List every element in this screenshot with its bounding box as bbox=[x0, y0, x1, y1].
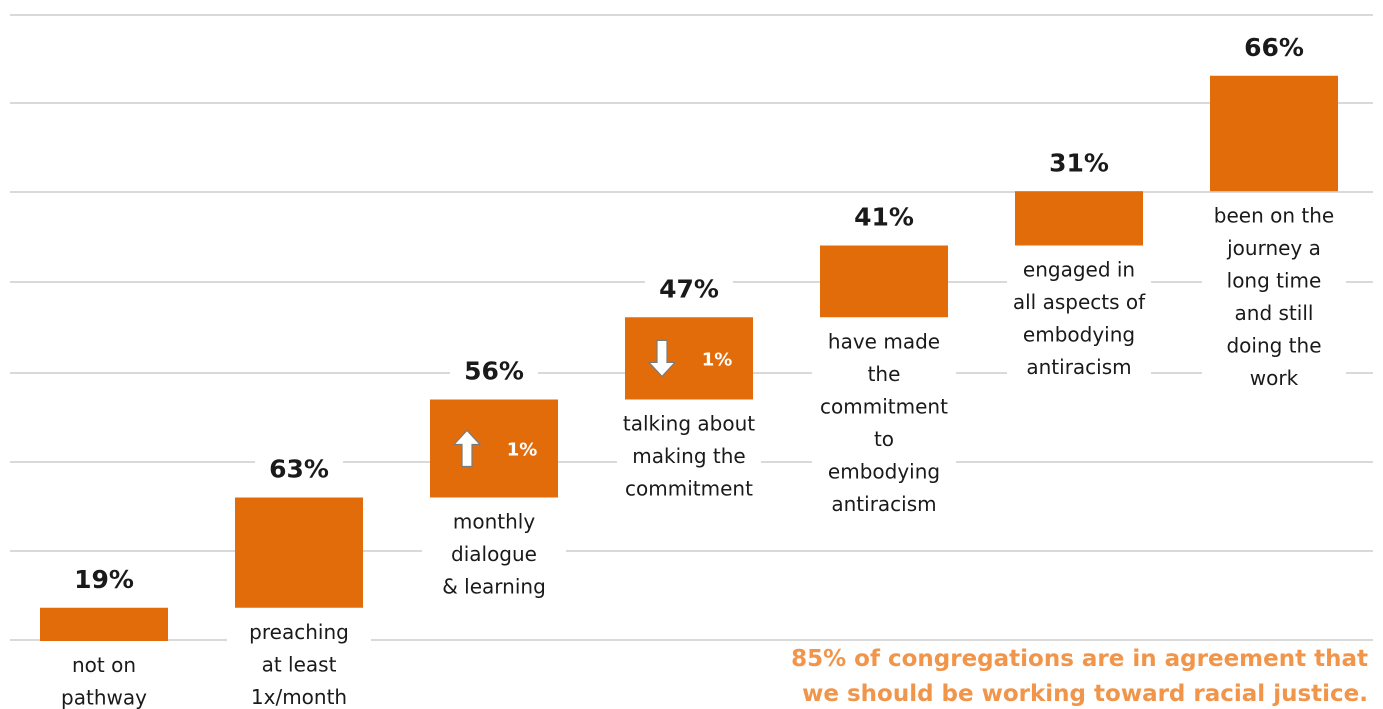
category-label-0-line-1: pathway bbox=[61, 686, 147, 709]
value-label-4: 41% bbox=[854, 203, 914, 232]
value-label-bg-4 bbox=[840, 198, 928, 233]
category-label-6-line-3: and still bbox=[1235, 301, 1314, 325]
footnote-line-2: we should be working toward racial justi… bbox=[802, 681, 1368, 707]
bar-2 bbox=[430, 399, 558, 498]
arrow-down-icon bbox=[647, 339, 677, 378]
category-label-6-line-5: work bbox=[1250, 366, 1299, 390]
category-label-5-line-3: antiracism bbox=[1026, 355, 1131, 379]
category-label-3-line-2: commitment bbox=[625, 477, 753, 501]
labels: 19% not on pathway 63% preaching at least 1x/m… bbox=[32, 28, 1346, 709]
category-label-6-line-0: been on the bbox=[1214, 203, 1334, 227]
value-label-bg-3 bbox=[645, 270, 733, 305]
category-label-6-line-1: journey a bbox=[1226, 236, 1321, 260]
category-label-1-line-2: 1x/month bbox=[251, 685, 347, 709]
footnote-line-1: 85% of congregations are in agreement th… bbox=[791, 646, 1368, 672]
category-label-6-line-4: doing the bbox=[1226, 333, 1321, 357]
category-label-2-line-2: & learning bbox=[442, 575, 546, 599]
bar-5 bbox=[1015, 191, 1143, 246]
value-label-3: 47% bbox=[659, 274, 719, 303]
category-label-5-line-1: all aspects of bbox=[1013, 290, 1146, 314]
bar-3 bbox=[625, 317, 753, 400]
category-label-6-line-2: long time bbox=[1227, 268, 1322, 292]
arrow-up-icon bbox=[452, 429, 482, 468]
bar-4 bbox=[820, 245, 948, 318]
category-label-4-line-1: the bbox=[868, 362, 901, 386]
value-label-5: 31% bbox=[1049, 148, 1109, 177]
value-label-bg-1 bbox=[255, 450, 343, 485]
category-label-5-line-0: engaged in bbox=[1023, 258, 1135, 282]
category-label-bg-1 bbox=[227, 614, 371, 709]
category-label-4-line-4: embodying bbox=[828, 459, 940, 483]
category-label-0-line-0: not on bbox=[72, 653, 136, 677]
value-label-bg-6 bbox=[1230, 28, 1318, 63]
category-label-3-line-1: making the bbox=[632, 444, 745, 468]
value-label-2: 56% bbox=[464, 357, 524, 386]
category-label-4-line-3: to bbox=[874, 427, 894, 451]
category-label-bg-6 bbox=[1202, 198, 1346, 400]
category-label-2-line-1: dialogue bbox=[451, 542, 537, 566]
category-label-2-line-0: monthly bbox=[453, 510, 535, 534]
category-label-bg-3 bbox=[617, 406, 761, 510]
change-label-2: 1% bbox=[507, 440, 538, 461]
category-label-bg-4 bbox=[812, 324, 956, 526]
value-label-bg-0 bbox=[60, 560, 148, 595]
category-label-bg-2 bbox=[422, 504, 566, 608]
category-label-3-line-0: talking about bbox=[623, 412, 755, 436]
category-label-5-line-2: embodying bbox=[1023, 323, 1135, 347]
value-label-bg-5 bbox=[1035, 144, 1123, 179]
change-label-3: 1% bbox=[702, 349, 733, 370]
bar-1 bbox=[235, 497, 363, 608]
footnote: 85% of congregations are in agreement th… bbox=[791, 646, 1368, 707]
category-label-bg-0 bbox=[32, 648, 176, 709]
category-label-1-line-1: at least bbox=[262, 652, 337, 676]
bar-0 bbox=[40, 607, 168, 641]
bar-6 bbox=[1210, 75, 1338, 192]
category-label-bg-5 bbox=[1007, 252, 1151, 389]
value-label-6: 66% bbox=[1244, 33, 1304, 62]
value-label-1: 63% bbox=[269, 455, 329, 484]
value-label-bg-2 bbox=[450, 352, 538, 387]
bars: 1% 1% bbox=[40, 75, 1338, 641]
category-label-4-line-0: have made bbox=[828, 329, 940, 353]
value-label-0: 19% bbox=[74, 565, 134, 594]
category-label-4-line-2: commitment bbox=[820, 394, 948, 418]
category-label-4-line-5: antiracism bbox=[831, 492, 936, 516]
category-label-1-line-0: preaching bbox=[249, 620, 349, 644]
